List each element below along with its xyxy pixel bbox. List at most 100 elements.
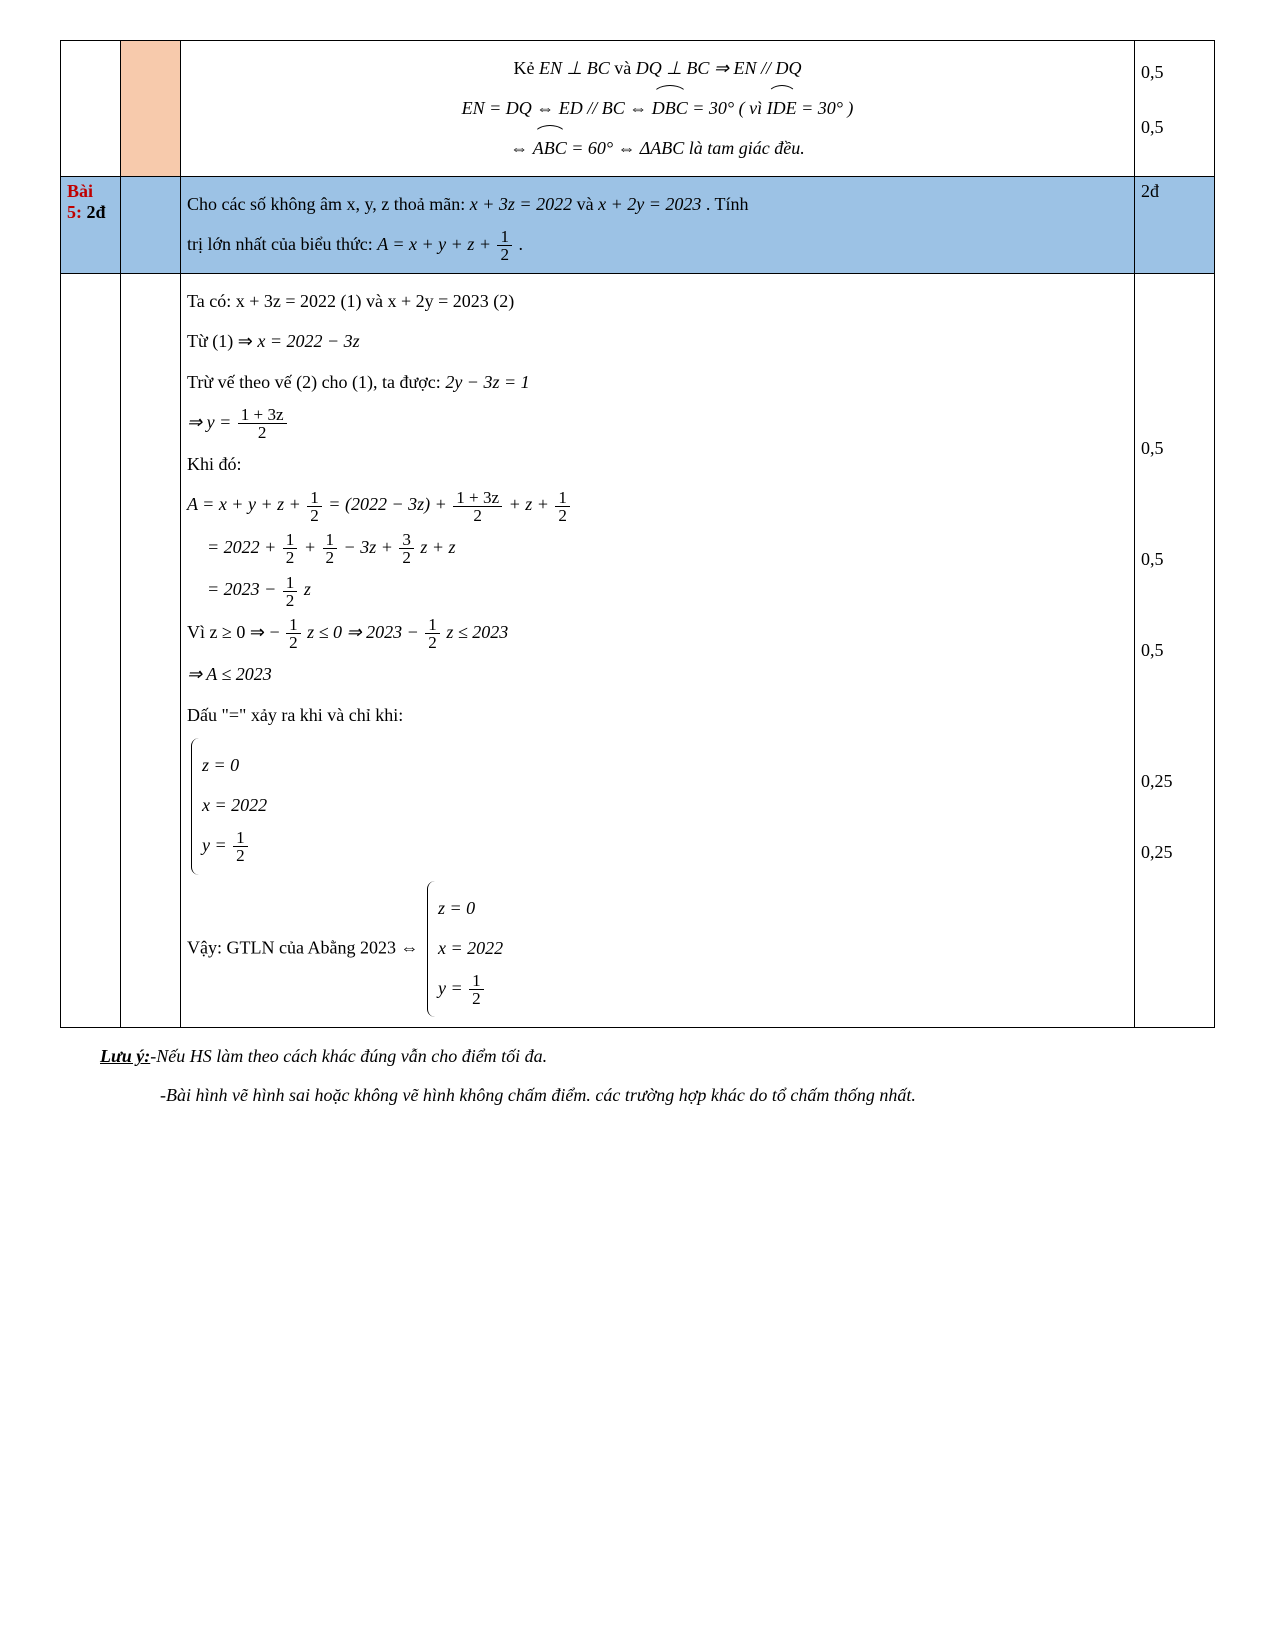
math: EN ⊥ BC xyxy=(539,58,610,78)
answer-key-table: Kẻ EN ⊥ BC và DQ ⊥ BC ⇒ EN // DQ EN = DQ… xyxy=(60,40,1215,1028)
denominator: 2 xyxy=(286,633,301,651)
text: Trừ vế theo vế (2) cho (1), ta được: xyxy=(187,372,445,392)
math: x + 2y = 2023 xyxy=(598,194,701,214)
fraction: 12 xyxy=(307,489,322,524)
numerator: 1 xyxy=(233,829,248,846)
note-text: -Bài hình vẽ hình sai hoặc không vẽ hình… xyxy=(100,1085,1175,1106)
math-line: ⇔ ABC = 60° ⇔ ΔABC là tam giác đều. xyxy=(187,131,1128,165)
denominator: 2 xyxy=(283,591,298,609)
fraction: 12 xyxy=(233,829,248,864)
math-line: Kẻ EN ⊥ BC và DQ ⊥ BC ⇒ EN // DQ xyxy=(187,51,1128,85)
math: = 30° ) xyxy=(801,98,853,118)
solution-line: Dấu "=" xảy ra khi và chỉ khi: xyxy=(187,698,1128,732)
fraction: 1 + 3z 2 xyxy=(238,406,287,441)
cell-label xyxy=(61,274,121,1028)
math: x = 2022 xyxy=(202,795,267,815)
fraction: 12 xyxy=(425,616,440,651)
table-row-header: Bài 5: 2đ Cho các số không âm x, y, z th… xyxy=(61,176,1215,274)
fraction: 12 xyxy=(469,972,484,1007)
solution-line: ⇒ y = 1 + 3z 2 xyxy=(187,405,1128,441)
score: 0,5 xyxy=(1141,640,1208,661)
math: ⇔ xyxy=(510,138,533,158)
solution-line: Vậy: GTLN của Abằng 2023 ⇔ z = 0 x = 202… xyxy=(187,881,1128,1018)
cell-index xyxy=(121,41,181,177)
cell-index xyxy=(121,176,181,274)
numerator: 1 xyxy=(555,489,570,506)
numerator: 1 xyxy=(425,616,440,633)
note-lead: Lưu ý: xyxy=(100,1046,150,1066)
cell-label xyxy=(61,41,121,177)
denominator: 2 xyxy=(399,548,414,566)
numerator: 1 + 3z xyxy=(238,406,287,423)
math: ⇒ A ≤ 2023 xyxy=(187,664,272,684)
denominator: 2 xyxy=(233,846,248,864)
numerator: 1 xyxy=(497,228,512,245)
cell-index xyxy=(121,274,181,1028)
text: Kẻ xyxy=(514,58,540,78)
arc-angle: ABC xyxy=(533,138,567,158)
math: − 3z + xyxy=(344,537,398,557)
cell-score: 0,5 0,5 0,5 0,25 0,25 xyxy=(1135,274,1215,1028)
fraction: 12 xyxy=(283,531,298,566)
fraction: 12 xyxy=(555,489,570,524)
math: x = 2022 − 3z xyxy=(257,331,359,351)
math: = 30° ( vì xyxy=(692,98,766,118)
denominator: 2 xyxy=(283,548,298,566)
cell-content: Cho các số không âm x, y, z thoả mãn: x … xyxy=(181,176,1135,274)
score: 0,25 xyxy=(1141,842,1208,863)
text: Từ (1) ⇒ xyxy=(187,331,257,351)
numerator: 3 xyxy=(399,531,414,548)
denominator: 2 xyxy=(453,506,502,524)
solution-line: = 2022 + 12 + 12 − 3z + 32 z + z xyxy=(187,530,1128,566)
math: ⇒ y = xyxy=(187,412,236,432)
solution-line: A = x + y + z + 12 = (2022 − 3z) + 1 + 3… xyxy=(187,487,1128,523)
numerator: 1 xyxy=(323,531,338,548)
math: = 2023 − xyxy=(207,579,281,599)
footer-notes: Lưu ý:-Nếu HS làm theo cách khác đúng vẫ… xyxy=(100,1046,1175,1106)
text: Khi đó: xyxy=(187,454,242,474)
text: Dấu "=" xảy ra khi và chỉ khi: xyxy=(187,705,403,725)
math: z = 0 xyxy=(438,898,475,918)
problem-statement: Cho các số không âm x, y, z thoả mãn: x … xyxy=(187,187,1128,221)
math: + z + xyxy=(509,494,554,514)
fraction: 12 xyxy=(323,531,338,566)
system-brace: z = 0 x = 2022 y = 12 xyxy=(427,881,509,1018)
fraction: 12 xyxy=(283,574,298,609)
text: . Tính xyxy=(706,194,749,214)
score: 2đ xyxy=(1141,181,1159,201)
numerator: 1 xyxy=(469,972,484,989)
note-text: -Nếu HS làm theo cách khác đúng vẫn cho … xyxy=(150,1046,547,1066)
numerator: 1 xyxy=(283,531,298,548)
math: z + z xyxy=(420,537,455,557)
text: và xyxy=(577,194,599,214)
math: + xyxy=(304,537,321,557)
cell-score: 2đ xyxy=(1135,176,1215,274)
denominator: 2 xyxy=(323,548,338,566)
fraction: 32 xyxy=(399,531,414,566)
denominator: 2 xyxy=(238,423,287,441)
text: Vì z ≥ 0 ⇒ − xyxy=(187,622,284,642)
math: = 2022 + xyxy=(207,537,281,557)
math: z xyxy=(304,579,311,599)
text: và xyxy=(614,58,636,78)
solution-line: Từ (1) ⇒ x = 2022 − 3z xyxy=(187,324,1128,358)
math: z = 0 xyxy=(202,755,239,775)
solution-line: Vì z ≥ 0 ⇒ − 12 z ≤ 0 ⇒ 2023 − 12 z ≤ 20… xyxy=(187,615,1128,651)
math: x + 3z = 2022 xyxy=(470,194,572,214)
text: Cho các số không âm x, y, z thoả mãn: xyxy=(187,194,470,214)
math: A = x + y + z + xyxy=(377,234,495,254)
cell-content: Ta có: x + 3z = 2022 (1) và x + 2y = 202… xyxy=(181,274,1135,1028)
arc-angle: DBC xyxy=(652,98,688,118)
problem-label: Bài xyxy=(67,181,93,201)
denominator: 2 xyxy=(555,506,570,524)
denominator: 2 xyxy=(307,506,322,524)
math: z ≤ 2023 xyxy=(446,622,508,642)
cell-label: Bài 5: 2đ xyxy=(61,176,121,274)
fraction: 1 2 xyxy=(497,228,512,263)
solution-line: Trừ vế theo vế (2) cho (1), ta được: 2y … xyxy=(187,365,1128,399)
solution-line: Ta có: x + 3z = 2022 (1) và x + 2y = 202… xyxy=(187,284,1128,318)
text: Vậy: GTLN của Abằng 2023 ⇔ xyxy=(187,937,423,957)
math: y = xyxy=(438,978,467,998)
math: 2y − 3z = 1 xyxy=(445,372,529,392)
numerator: 1 xyxy=(283,574,298,591)
